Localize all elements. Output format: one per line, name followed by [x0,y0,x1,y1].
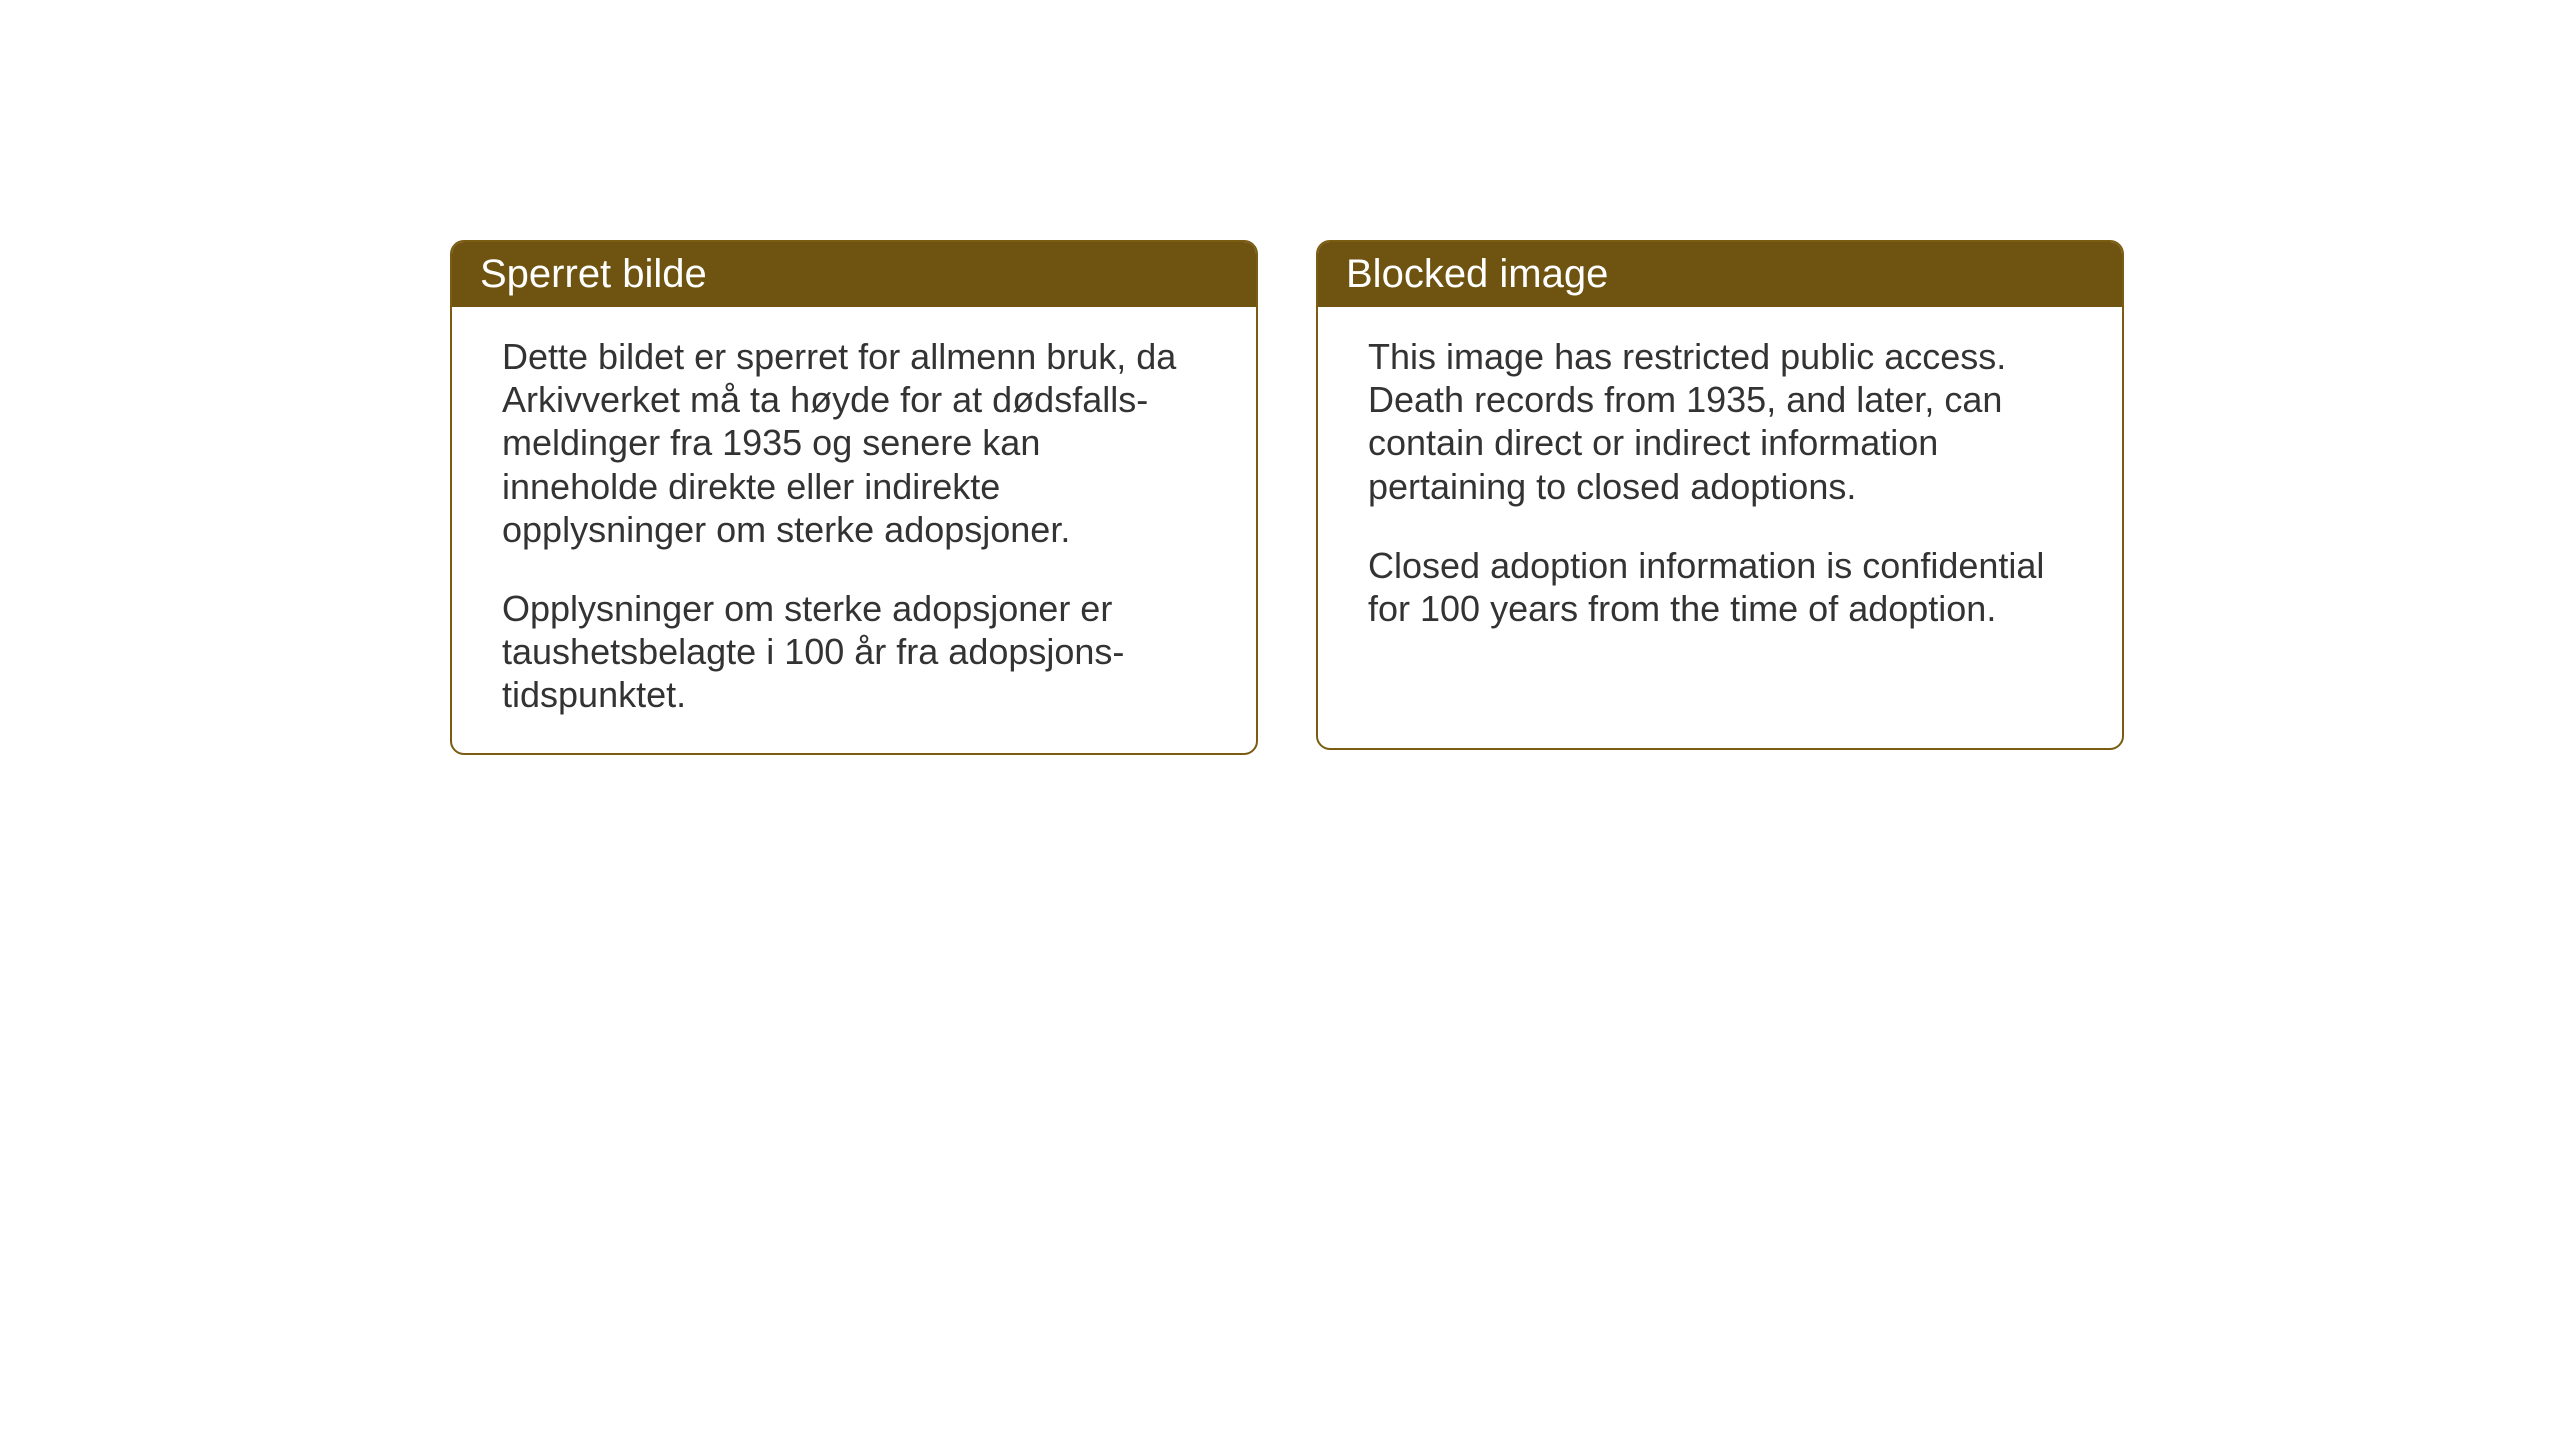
norwegian-card-body: Dette bildet er sperret for allmenn bruk… [452,307,1256,753]
norwegian-paragraph-1: Dette bildet er sperret for allmenn bruk… [502,335,1206,551]
norwegian-paragraph-2: Opplysninger om sterke adopsjoner er tau… [502,587,1206,717]
english-card-body: This image has restricted public access.… [1318,307,2122,666]
english-card-header: Blocked image [1318,242,2122,307]
norwegian-card-title: Sperret bilde [480,252,707,296]
english-paragraph-1: This image has restricted public access.… [1368,335,2072,508]
english-card-title: Blocked image [1346,252,1608,296]
norwegian-card-header: Sperret bilde [452,242,1256,307]
english-notice-card: Blocked image This image has restricted … [1316,240,2124,750]
notice-cards-container: Sperret bilde Dette bildet er sperret fo… [450,240,2124,755]
norwegian-notice-card: Sperret bilde Dette bildet er sperret fo… [450,240,1258,755]
english-paragraph-2: Closed adoption information is confident… [1368,544,2072,630]
